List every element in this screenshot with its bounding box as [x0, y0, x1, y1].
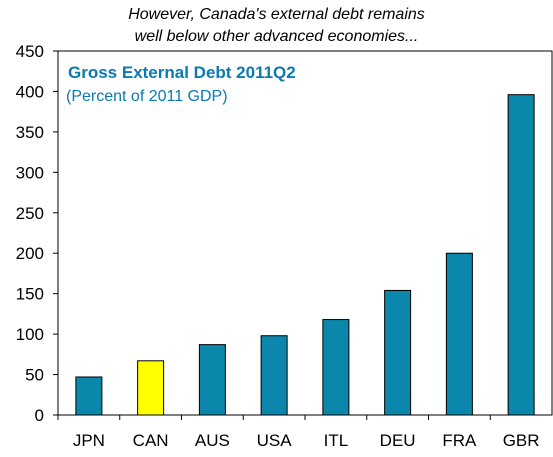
caption-line-2: well below other advanced economies...: [134, 28, 419, 45]
plot-frame: [57, 50, 553, 416]
bar-usa: [260, 335, 288, 416]
chart-title: Gross External Debt 2011Q2: [68, 63, 296, 82]
y-tick-label: 150: [16, 285, 44, 304]
bar-deu: [384, 289, 412, 416]
y-tick-label: 200: [16, 244, 44, 263]
bar-fra: [445, 252, 473, 416]
y-tick-label: 350: [16, 123, 44, 142]
bar-jpn: [75, 376, 103, 416]
caption-line-1: However, Canada's external debt remains: [128, 6, 425, 23]
y-tick-label: 100: [16, 325, 44, 344]
bar-itl: [322, 319, 350, 416]
x-tick-label-deu: DEU: [380, 431, 416, 450]
x-tick-label-fra: FRA: [442, 431, 477, 450]
plot-border: [57, 50, 553, 416]
chart-caption: However, Canada's external debt remains …: [0, 4, 553, 48]
x-tick-label-itl: ITL: [324, 431, 349, 450]
x-tick-label-usa: USA: [257, 431, 293, 450]
bar-gbr: [507, 94, 535, 416]
y-tick-label: 300: [16, 163, 44, 182]
chart-units: (Percent of 2011 GDP): [66, 88, 228, 105]
x-tick-label-can: CAN: [133, 431, 169, 450]
bar-can: [137, 360, 165, 416]
y-tick-label: 450: [16, 42, 44, 61]
y-tick-label: 50: [25, 366, 44, 385]
x-tick-label-gbr: GBR: [503, 431, 540, 450]
bars: [75, 94, 535, 416]
y-tick-label: 400: [16, 82, 44, 101]
x-tick-label-jpn: JPN: [73, 431, 105, 450]
bar-aus: [198, 344, 226, 416]
y-tick-label: 0: [35, 406, 44, 425]
y-axis: 0 50 100 150 200 250 300 350 400 450: [16, 42, 58, 425]
x-tick-label-aus: AUS: [195, 431, 230, 450]
x-axis: JPN CAN AUS USA ITL DEU FRA GBR: [57, 415, 540, 450]
y-tick-label: 250: [16, 204, 44, 223]
